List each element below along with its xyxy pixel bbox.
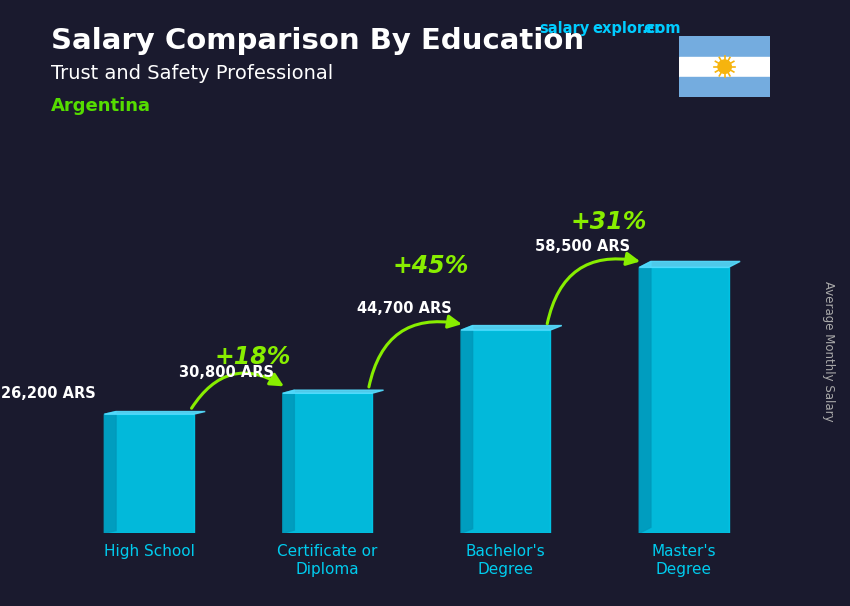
- Polygon shape: [639, 261, 651, 533]
- Text: 30,800 ARS: 30,800 ARS: [178, 365, 274, 379]
- Text: .com: .com: [642, 21, 681, 36]
- Text: +18%: +18%: [214, 345, 291, 369]
- Text: 58,500 ARS: 58,500 ARS: [536, 239, 631, 254]
- Circle shape: [718, 60, 731, 73]
- Text: Salary Comparison By Education: Salary Comparison By Education: [51, 27, 584, 55]
- Text: Average Monthly Salary: Average Monthly Salary: [822, 281, 836, 422]
- Text: Trust and Safety Professional: Trust and Safety Professional: [51, 64, 333, 82]
- Polygon shape: [283, 393, 372, 533]
- Polygon shape: [639, 267, 728, 533]
- Polygon shape: [461, 325, 562, 330]
- Polygon shape: [639, 261, 740, 267]
- Polygon shape: [283, 390, 383, 393]
- Polygon shape: [105, 411, 116, 533]
- Text: +45%: +45%: [393, 255, 469, 279]
- Text: explorer: explorer: [592, 21, 662, 36]
- Bar: [679, 36, 770, 57]
- Polygon shape: [105, 415, 194, 533]
- Text: 44,700 ARS: 44,700 ARS: [357, 301, 452, 316]
- Bar: [679, 76, 770, 97]
- Bar: [679, 56, 770, 76]
- Polygon shape: [105, 411, 205, 415]
- Polygon shape: [461, 330, 550, 533]
- Polygon shape: [283, 390, 294, 533]
- Text: Argentina: Argentina: [51, 97, 151, 115]
- Text: +31%: +31%: [571, 210, 647, 234]
- Polygon shape: [461, 325, 473, 533]
- Text: 26,200 ARS: 26,200 ARS: [1, 385, 95, 401]
- Text: salary: salary: [540, 21, 590, 36]
